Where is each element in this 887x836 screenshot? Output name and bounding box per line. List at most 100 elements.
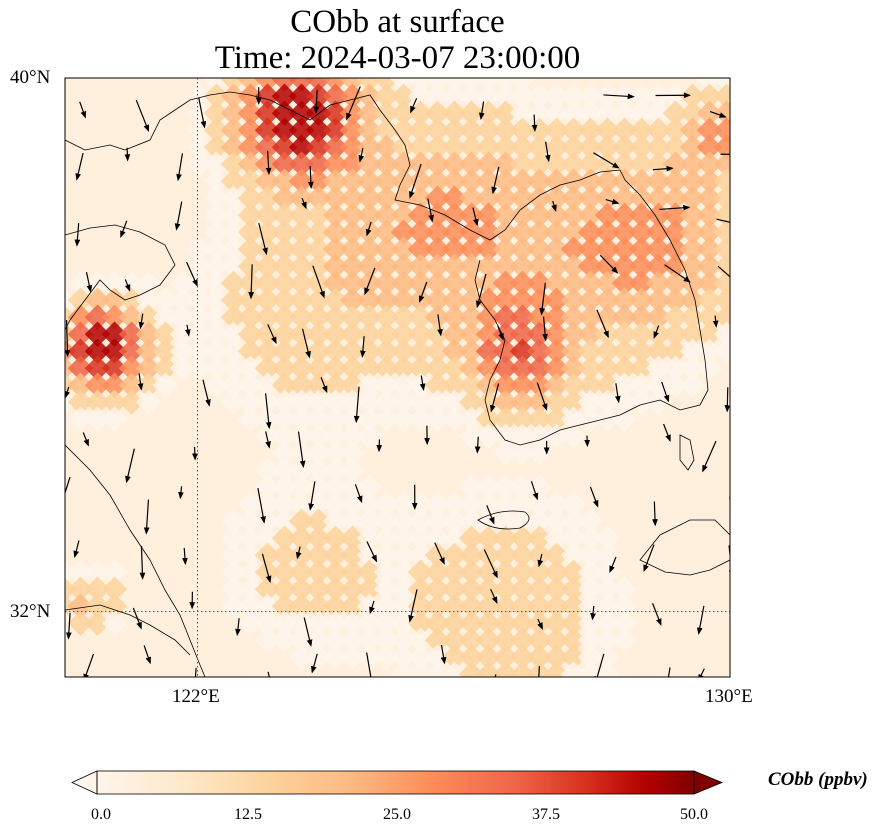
field-cell <box>509 372 536 398</box>
field-cell <box>560 525 587 551</box>
field-cell <box>356 406 383 432</box>
field-cell <box>356 576 383 602</box>
field-cell <box>356 321 383 347</box>
wind-arrow <box>85 272 93 293</box>
field-cell <box>271 117 298 143</box>
field-cell <box>390 236 417 262</box>
wind-arrow <box>542 316 548 342</box>
wind-arrow <box>497 325 504 341</box>
lat-tick-label-32: 32°N <box>10 601 51 622</box>
field-cell <box>373 117 400 143</box>
field-cell <box>424 236 451 262</box>
wind-arrow <box>603 93 635 100</box>
field-cell <box>560 83 587 109</box>
field-cell <box>390 508 417 534</box>
field-cell <box>441 406 468 432</box>
field-cell <box>424 525 451 551</box>
field-cell <box>407 304 434 330</box>
field-cell <box>322 525 349 551</box>
field-cell <box>645 117 672 143</box>
field-cell <box>407 355 434 381</box>
field-cell <box>254 491 281 517</box>
field-cell <box>407 117 434 143</box>
field-cell <box>441 253 468 279</box>
field-cell <box>509 644 536 670</box>
field-cell <box>543 525 570 551</box>
field-cell <box>475 321 502 347</box>
wind-arrow <box>310 653 318 674</box>
field-cell <box>458 185 485 211</box>
field-cell <box>425 678 450 703</box>
field-cell <box>373 491 400 517</box>
wind-arrow <box>664 264 691 283</box>
field-cell <box>305 355 332 381</box>
island-jeju <box>477 510 530 530</box>
field-cell <box>441 508 468 534</box>
wind-arrow <box>369 600 375 615</box>
island-tsushima <box>679 434 695 471</box>
field-cell <box>424 661 451 677</box>
field-cell <box>271 100 298 126</box>
field-cell <box>628 253 655 279</box>
field-cell <box>458 525 485 551</box>
field-cell <box>594 372 621 398</box>
field-cell <box>373 627 400 653</box>
field-cell <box>696 236 723 262</box>
field-cell <box>288 253 315 279</box>
field-cell <box>509 202 536 228</box>
field-cell <box>458 474 485 500</box>
field-cell <box>509 610 536 636</box>
colorbar-gradient <box>97 771 694 794</box>
field-cell <box>424 117 451 143</box>
field-cell <box>645 83 672 109</box>
field-cell <box>577 355 604 381</box>
field-cell <box>577 202 604 228</box>
field-cell <box>526 134 553 160</box>
coastline-shandong <box>65 224 176 331</box>
wind-arrow <box>594 653 605 677</box>
field-cell <box>305 610 332 636</box>
field-cell <box>560 610 587 636</box>
wind-arrow <box>73 540 80 559</box>
field-cell <box>424 83 451 109</box>
field-cell <box>458 576 485 602</box>
field-cell <box>424 168 451 194</box>
field-cell <box>271 542 298 568</box>
field-cell <box>373 406 400 432</box>
field-cell <box>271 372 298 398</box>
field-cell <box>577 185 604 211</box>
field-cell <box>322 423 349 449</box>
field-cell <box>322 406 349 432</box>
field-cell <box>407 610 434 636</box>
colorbar <box>71 770 724 795</box>
wind-arrow <box>79 101 87 119</box>
field-cell <box>407 134 434 160</box>
field-cell <box>492 83 519 109</box>
field-cell <box>305 542 332 568</box>
field-cell <box>322 168 349 194</box>
field-cell <box>339 270 366 296</box>
wind-arrow <box>596 309 609 339</box>
field-cell <box>731 287 756 312</box>
field-cell <box>424 185 451 211</box>
field-cell <box>543 644 570 670</box>
field-cell <box>458 100 485 126</box>
field-cell <box>731 117 756 142</box>
wind-arrow <box>418 281 428 303</box>
wind-arrow <box>366 541 377 563</box>
field-cell <box>407 661 434 677</box>
colorbar-tick-0: 0.0 <box>91 806 111 823</box>
field-cell <box>543 185 570 211</box>
field-cell <box>305 644 332 670</box>
field-cell <box>492 593 519 619</box>
field-cell <box>560 389 587 415</box>
field-cell <box>322 117 349 143</box>
lat-tick-label-40: 40°N <box>10 67 51 88</box>
wind-arrow <box>590 605 596 621</box>
field-cell <box>560 304 587 330</box>
wind-arrow <box>478 101 485 121</box>
field-cell <box>441 236 468 262</box>
field-cell <box>662 355 689 381</box>
field-cell <box>305 508 332 534</box>
field-cell <box>271 423 298 449</box>
